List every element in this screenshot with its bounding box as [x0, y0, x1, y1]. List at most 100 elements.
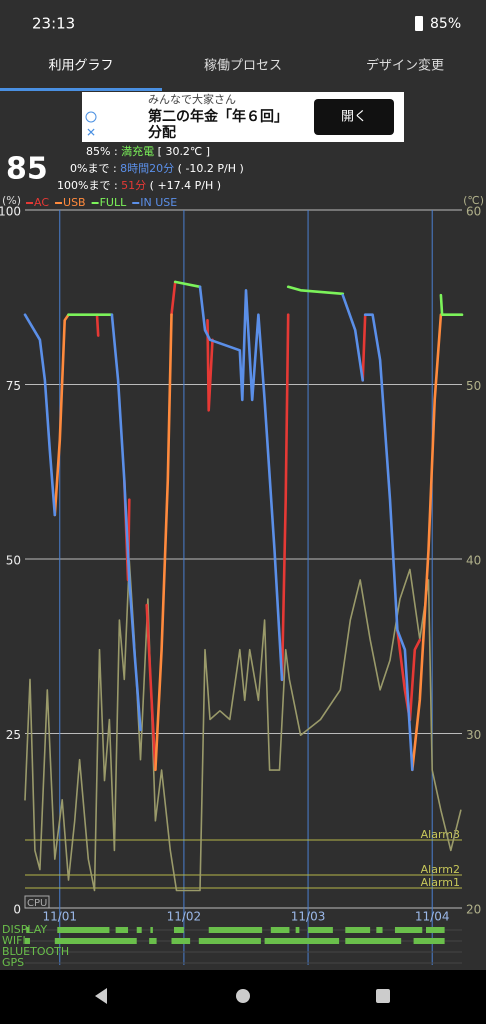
legend-label: USB [63, 196, 86, 209]
series-line [198, 285, 284, 682]
activity-bar [345, 927, 371, 933]
status-battery: 85% [430, 16, 461, 32]
series-line [53, 313, 70, 517]
tab-indicator [0, 88, 162, 91]
ad-info-icon [85, 111, 97, 123]
y-axis-label: (%) [2, 194, 21, 207]
rate: ( +17.4 P/H ) [146, 179, 221, 192]
x-tick-label: 11/04 [415, 910, 450, 924]
activity-label: DISPLAY [2, 923, 47, 936]
ad-headline: 分配 [148, 125, 176, 141]
series-line [24, 559, 462, 892]
y-tick-label: 25 [6, 728, 21, 742]
series-line [23, 313, 57, 517]
activity-bar [295, 927, 300, 933]
ad-button-label[interactable]: 開く [341, 110, 367, 125]
activity-bar [425, 927, 445, 933]
y-tick-label: 0 [13, 903, 21, 917]
y2-tick-label: 50 [466, 379, 481, 393]
x-tick-label: 11/03 [291, 910, 326, 924]
activity-label: GPS [2, 956, 24, 969]
series-line [145, 603, 157, 772]
tab[interactable]: 利用グラフ [48, 59, 113, 74]
temperature: [ 30.2℃ ] [154, 145, 210, 158]
nav-home[interactable] [236, 989, 250, 1003]
y2-tick-label: 60 [466, 205, 481, 219]
battery-status: 85% : 満充電 [ 30.2℃ ] [86, 144, 210, 158]
legend-label: AC [34, 196, 49, 209]
ad-headline: 第二の年金「年６回」 [148, 108, 288, 125]
series-line [361, 313, 367, 382]
series-line [341, 293, 364, 382]
activity-bar [150, 927, 153, 933]
activity-bar [173, 927, 184, 933]
series-line [280, 313, 290, 682]
alarm-label: Alarm2 [421, 863, 460, 876]
label: 85% : [86, 145, 121, 158]
activity-bar [136, 927, 142, 933]
series-line [411, 313, 443, 772]
alarm-label: Alarm3 [421, 828, 460, 841]
battery-level: 85 [6, 152, 48, 187]
activity-label: BLUETOOTH [2, 945, 69, 958]
series-line [286, 285, 345, 296]
activity-bar [376, 927, 383, 933]
series-line [439, 293, 464, 316]
ad-advertiser: みんなで大家さん [148, 92, 236, 106]
legend-label: IN USE [140, 196, 177, 209]
label: 100%まで : [57, 179, 121, 192]
cpu-label: CPU [27, 898, 47, 909]
battery-icon [415, 16, 423, 31]
time: 8時間20分 [120, 162, 174, 175]
x-tick-label: 11/02 [167, 910, 202, 924]
activity-bar [57, 927, 110, 933]
nav-back[interactable] [95, 988, 107, 1004]
time-to-empty: 0%まで : 8時間20分 ( -10.2 P/H ) [70, 162, 244, 175]
label: 0%まで : [70, 162, 120, 175]
time-to-full: 100%まで : 51分 ( +17.4 P/H ) [57, 179, 221, 192]
activity-bar [54, 938, 137, 944]
y-tick-label: 50 [6, 554, 21, 568]
ad-close[interactable]: ✕ [86, 126, 96, 140]
activity-bar [270, 927, 290, 933]
x-tick-label: 11/01 [42, 910, 77, 924]
activity-bar [198, 938, 261, 944]
series-line [170, 280, 177, 316]
activity-label: WIFI [2, 934, 26, 947]
y-tick-label: 100 [0, 205, 21, 219]
ad-button[interactable] [314, 99, 394, 135]
y2-tick-label: 30 [466, 728, 481, 742]
y2-axis-label: (℃) [463, 194, 484, 207]
status: 満充電 [121, 144, 154, 158]
activity-bar [345, 938, 402, 944]
y2-tick-label: 20 [466, 903, 481, 917]
y-tick-label: 75 [6, 379, 21, 393]
series-line [173, 280, 202, 289]
activity-bar [308, 927, 333, 933]
y2-tick-label: 40 [466, 554, 481, 568]
activity-bar [264, 938, 340, 944]
activity-bar [413, 938, 445, 944]
status-time: 23:13 [32, 15, 75, 33]
legend-label: FULL [100, 196, 128, 209]
series-line [95, 313, 100, 337]
series-line [363, 313, 414, 772]
activity-bar [149, 938, 157, 944]
series-line [206, 319, 214, 412]
alarm-label: Alarm1 [421, 876, 460, 889]
activity-bar [171, 938, 191, 944]
activity-bar [26, 927, 29, 933]
series-line [154, 313, 173, 772]
background [0, 0, 486, 970]
activity-bar [25, 938, 30, 944]
nav-recent[interactable] [376, 989, 390, 1003]
activity-bar [208, 927, 263, 933]
rate: ( -10.2 P/H ) [174, 162, 244, 175]
tab[interactable]: デザイン変更 [366, 58, 444, 74]
time: 51分 [121, 179, 146, 192]
series-line [110, 313, 142, 732]
tab[interactable]: 稼働プロセス [204, 59, 282, 74]
activity-bar [394, 927, 423, 933]
